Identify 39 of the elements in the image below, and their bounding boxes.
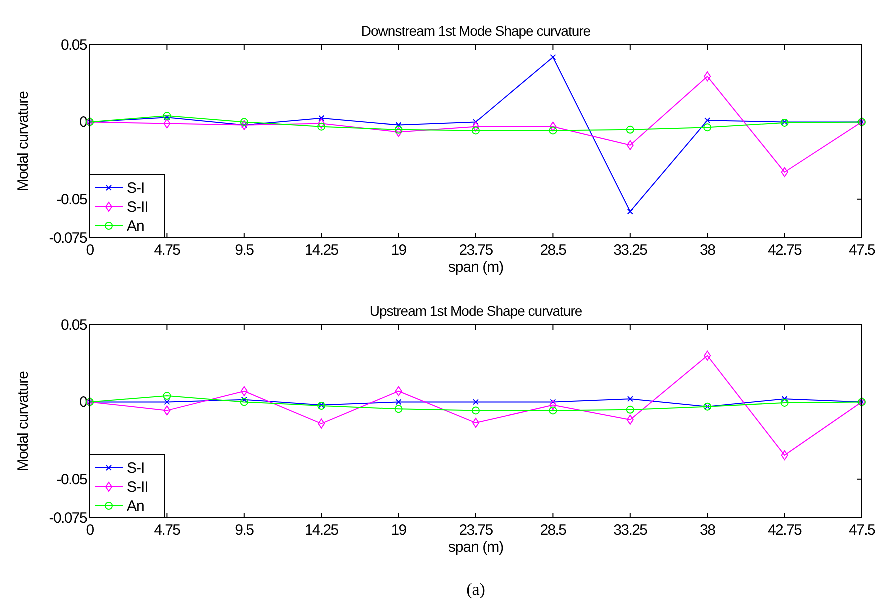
x-tick-label: 33.25 (614, 242, 648, 259)
y-tick-label: -0.075 (49, 510, 88, 527)
x-tick-label: 19 (391, 522, 407, 539)
x-tick-label: 14.25 (304, 522, 339, 539)
x-tick-label: 9.5 (235, 242, 254, 259)
x-tick-label: 28.5 (540, 522, 567, 539)
legend-label: S-II (127, 479, 148, 496)
y-tick-label: -0.05 (56, 191, 88, 208)
y-axis-title: Modal curvature (15, 371, 32, 472)
legend-label: An (127, 498, 145, 515)
x-tick-label: 19 (391, 242, 407, 259)
text: (a) (466, 580, 486, 599)
x-tick-label: 47.5 (849, 242, 876, 259)
legend-label: An (127, 218, 145, 235)
chart-title: Upstream 1st Mode Shape curvature (370, 303, 583, 319)
chart-title: Downstream 1st Mode Shape curvature (361, 23, 592, 39)
x-tick-label: 38 (700, 242, 716, 259)
legend-label: S-I (127, 180, 145, 197)
x-tick-label: 4.75 (154, 242, 181, 259)
legend-label: S-I (127, 460, 145, 477)
x-tick-label: 14.25 (304, 242, 339, 259)
y-tick-label: -0.075 (49, 230, 88, 247)
x-tick-label: 9.5 (235, 522, 254, 539)
y-tick-label: 0.05 (61, 37, 88, 54)
x-tick-label: 23.75 (459, 242, 494, 259)
x-tick-label: 38 (700, 522, 716, 539)
x-tick-label: 33.25 (614, 522, 648, 539)
y-axis-title: Modal curvature (15, 91, 32, 192)
x-axis-title: span (m) (448, 259, 504, 276)
x-tick-label: 4.75 (154, 522, 181, 539)
legend-label: S-II (127, 199, 148, 216)
y-tick-label: 0.05 (61, 317, 88, 334)
x-tick-label: 28.5 (540, 242, 567, 259)
x-tick-label: 23.75 (459, 522, 494, 539)
x-tick-label: 42.75 (768, 242, 802, 259)
x-tick-label: 47.5 (849, 522, 876, 539)
x-axis-title: span (m) (448, 539, 504, 556)
x-tick-label: 42.75 (768, 522, 802, 539)
y-tick-label: -0.05 (56, 471, 88, 488)
